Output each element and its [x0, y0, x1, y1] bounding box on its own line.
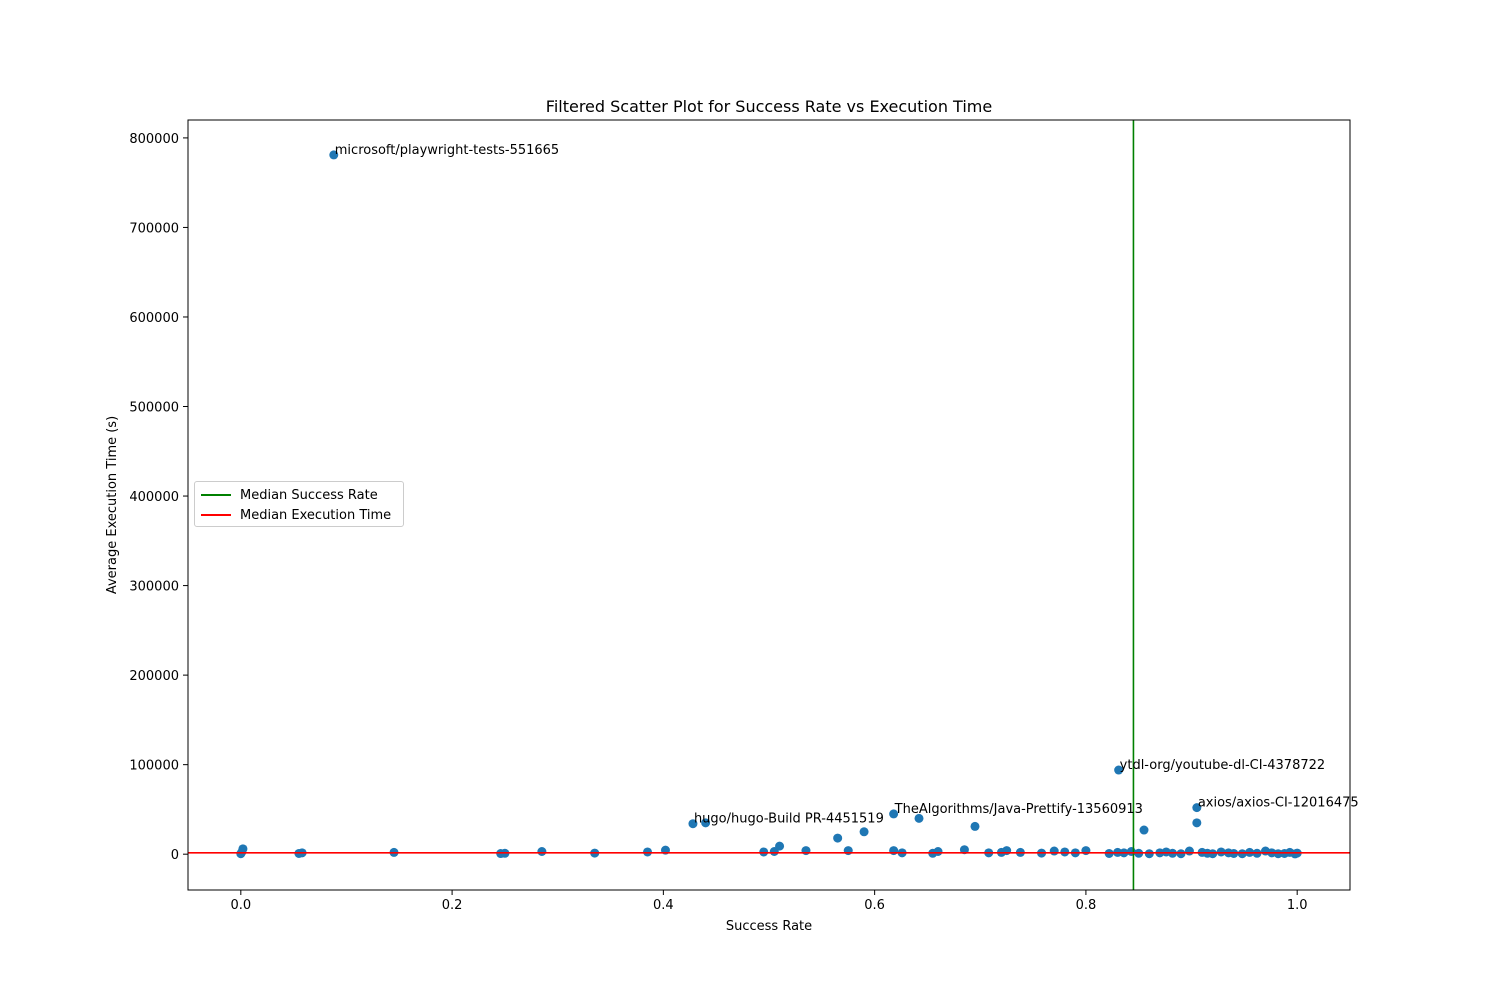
x-axis-label: Success Rate: [726, 919, 812, 934]
y-tick-label: 400000: [129, 490, 179, 505]
scatter-point: [833, 833, 843, 843]
scatter-point: [759, 847, 769, 857]
scatter-point: [959, 845, 969, 855]
point-label: hugo/hugo-Build PR-4451519: [694, 812, 884, 827]
point-label: axios/axios-CI-12016475: [1198, 796, 1359, 811]
x-tick-label: 0.0: [230, 898, 251, 913]
point-label: ytdl-org/youtube-dl-CI-4378722: [1120, 758, 1326, 773]
scatter-point: [688, 819, 698, 829]
scatter-point: [1273, 849, 1283, 859]
y-tick-label: 100000: [129, 759, 179, 774]
legend-entry-median-execution-time: Median Execution Time: [201, 506, 391, 524]
plot-frame: [187, 119, 1351, 891]
y-axis: 0 100000 200000 300000 400000 500000 600000 700…: [129, 132, 188, 863]
legend-label: Median Success Rate: [240, 487, 378, 503]
x-axis: 0.0 0.2 0.4 0.6 0.8 1.0: [230, 890, 1308, 913]
median-lines: [188, 120, 1350, 890]
scatter-point: [238, 844, 248, 854]
scatter-point: [859, 827, 869, 837]
legend-swatch-red: [201, 514, 231, 516]
scatter-point: [933, 847, 943, 856]
point-label: TheAlgorithms/Java-Prettify-13560913: [894, 802, 1143, 817]
scatter-point: [1144, 849, 1154, 859]
scatter-point: [1114, 765, 1124, 775]
y-tick-label: 700000: [129, 221, 179, 236]
scatter-point: [1139, 825, 1149, 835]
legend-entry-median-success-rate: Median Success Rate: [201, 486, 378, 504]
scatter-point: [537, 847, 547, 856]
scatter-point: [1237, 849, 1247, 859]
scatter-point: [1192, 803, 1202, 813]
legend-swatch-green: [201, 494, 231, 496]
scatter-point: [970, 821, 980, 831]
scatter-point: [801, 846, 811, 856]
y-tick-label: 200000: [129, 669, 179, 684]
legend-label: Median Execution Time: [240, 507, 392, 523]
scatter-point: [1081, 846, 1091, 856]
y-tick-label: 0: [171, 848, 179, 863]
x-tick-label: 0.2: [442, 898, 463, 913]
scatter-point: [643, 847, 653, 857]
scatter-point: [1049, 846, 1059, 856]
scatter-point: [914, 813, 924, 823]
point-labels: microsoft/playwright-tests-551665 ytdl-or…: [335, 143, 1359, 827]
chart-title: Filtered Scatter Plot for Success Rate v…: [546, 97, 992, 116]
y-axis-label: Average Execution Time (s): [105, 416, 120, 594]
y-tick-label: 500000: [129, 401, 179, 416]
scatter-point: [1184, 846, 1194, 856]
scatter-point: [1060, 847, 1070, 857]
scatter-point: [1176, 849, 1186, 859]
scatter-point: [329, 150, 339, 160]
scatter-point: [775, 841, 785, 851]
scatter-point: [1002, 846, 1012, 856]
x-tick-label: 0.4: [653, 898, 674, 913]
scatter-point: [889, 809, 899, 819]
scatter-point: [1216, 847, 1226, 857]
x-tick-label: 0.8: [1076, 898, 1097, 913]
scatter-point: [889, 846, 899, 856]
scatter-point: [701, 818, 711, 828]
y-tick-label: 800000: [129, 132, 179, 147]
scatter-point: [1208, 849, 1218, 859]
scatter-point: [843, 846, 853, 856]
x-tick-label: 1.0: [1287, 898, 1308, 913]
y-tick-label: 600000: [129, 311, 179, 326]
scatter-point: [1192, 818, 1202, 828]
legend: Median Success Rate Median Execution Tim…: [194, 481, 404, 527]
x-tick-label: 0.6: [864, 898, 885, 913]
point-label: microsoft/playwright-tests-551665: [335, 143, 559, 158]
y-tick-label: 300000: [129, 580, 179, 595]
